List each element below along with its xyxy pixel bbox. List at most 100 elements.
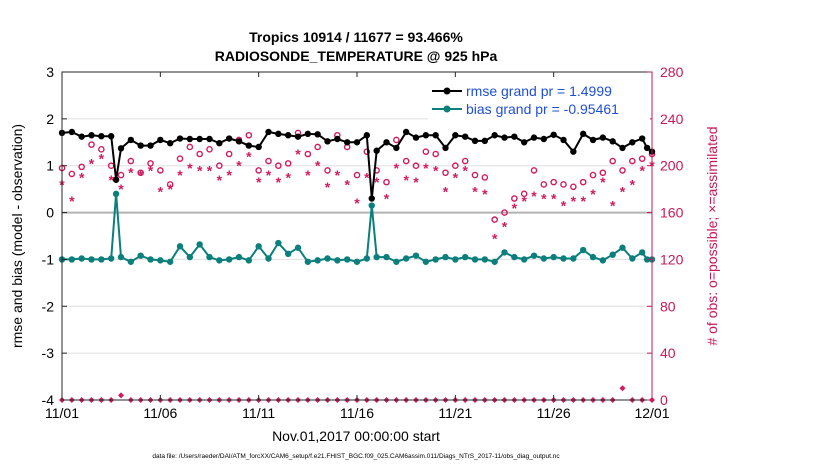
bias-point <box>117 253 125 261</box>
bias-point <box>255 243 262 250</box>
bias-point <box>147 256 154 263</box>
rmse-point <box>619 144 626 152</box>
x-tick-label: 11/06 <box>143 405 177 421</box>
bias-point <box>196 241 203 248</box>
bias-point <box>166 258 174 265</box>
rmse-line <box>61 130 653 199</box>
y2-tick-label: 280 <box>660 64 684 80</box>
obs-assimilated-point: * <box>492 230 498 246</box>
obs-possible-point <box>383 178 390 186</box>
legend-box <box>428 80 650 120</box>
rmse-point <box>284 132 292 139</box>
rmse-point <box>314 131 321 138</box>
obs-assimilated-point: * <box>433 162 439 178</box>
bias-point <box>68 256 76 263</box>
obs-assimilated-point: * <box>118 181 124 197</box>
obs-assimilated-point: * <box>600 174 606 190</box>
plot-area <box>62 72 652 400</box>
rmse-point <box>245 142 253 149</box>
obs-possible-point <box>579 178 587 186</box>
obs-possible-point <box>609 157 616 165</box>
bias-point <box>638 249 646 256</box>
obs-possible-point <box>599 169 607 177</box>
obs-possible-point <box>471 171 479 179</box>
obs-assimilated-point: * <box>384 191 390 207</box>
y2-tick-label: 160 <box>660 205 684 221</box>
bias-point <box>422 258 430 265</box>
obs-assimilated-point: * <box>453 169 459 185</box>
bias-point <box>98 256 105 263</box>
bias-point <box>88 256 95 263</box>
bias-point <box>373 253 380 261</box>
obs-assimilated-point: * <box>207 162 213 178</box>
legend: rmse grand pr = 1.4999 bias grand pr = -… <box>428 80 650 120</box>
obs-possible-point <box>461 157 469 165</box>
tick-layer: -4 -3 -2 -1 0 1 2 3 0 40 80 120 160 200 240 280 11/01 11/… <box>42 64 684 421</box>
rmse-point <box>255 143 262 151</box>
bias-point <box>334 257 341 264</box>
obs-possible-point <box>275 162 282 170</box>
bias-point <box>235 253 243 261</box>
obs-rejected-point <box>619 385 626 392</box>
obs-assimilated-point: * <box>551 191 557 207</box>
rmse-point <box>265 128 272 136</box>
obs-assimilated-point: * <box>217 172 223 188</box>
bias-point <box>112 190 120 198</box>
obs-assimilated-point: * <box>158 183 164 199</box>
rmse-point <box>530 134 538 141</box>
obs-possible-point <box>324 167 331 174</box>
bias-point <box>294 244 302 251</box>
obs-assimilated-point: * <box>246 148 252 164</box>
rmse-point <box>471 137 479 145</box>
bias-point <box>275 239 282 247</box>
bias-point <box>225 256 233 263</box>
obs-assimilated-point: * <box>138 167 144 183</box>
obs-assimilated-point: * <box>423 160 429 176</box>
rmse-point <box>609 138 616 145</box>
bias-point <box>511 253 518 261</box>
obs-possible-point <box>117 171 125 179</box>
y-tick-label: 1 <box>46 158 54 174</box>
rmse-point <box>550 131 557 138</box>
bias-point <box>176 243 184 250</box>
bias-point <box>314 257 321 264</box>
rmse-point <box>225 135 233 142</box>
bias-point <box>501 249 508 256</box>
obs-assimilated-point: * <box>521 193 527 209</box>
bias-point <box>363 255 371 262</box>
rmse-point <box>422 132 430 139</box>
data-file-footnote: data file: /Users/raeder/DAI/ATM_forcXX/… <box>152 453 560 460</box>
rmse-point <box>589 136 597 144</box>
obs-assimilated-point: * <box>364 169 370 185</box>
series-layer: **** **** * ** ** * * ** **** * * ********* **** ** **… <box>58 128 656 403</box>
bias-point <box>481 256 489 263</box>
obs-assimilated-point: * <box>590 186 596 202</box>
obs-assimilated-point: * <box>305 167 311 183</box>
obs-possible-point <box>176 155 184 162</box>
y-tick-label: 3 <box>46 64 54 80</box>
bias-point <box>432 256 439 263</box>
obs-assimilated-point: * <box>79 169 85 185</box>
bias-point <box>324 255 331 262</box>
rmse-point <box>147 142 154 149</box>
bias-point <box>216 257 223 264</box>
obs-possible-point <box>225 150 233 158</box>
rmse-point <box>570 148 577 155</box>
rmse-point <box>452 132 459 139</box>
chart-title: Tropics 10914 / 11677 = 93.466% <box>249 29 463 45</box>
obs-possible-point <box>589 171 597 179</box>
bias-point <box>245 257 253 264</box>
obs-possible-point <box>265 157 272 165</box>
legend-rmse-marker <box>443 87 451 95</box>
rmse-point <box>353 139 361 146</box>
obs-possible-point <box>186 143 194 151</box>
rmse-point <box>432 132 439 139</box>
x-tick-label: 11/26 <box>537 405 571 421</box>
obs-assimilated-point: * <box>630 176 636 192</box>
bias-point <box>560 255 567 262</box>
x-tick-label: 11/01 <box>45 405 79 421</box>
y-axis-label: rmse and bias (model - observation) <box>9 124 25 348</box>
bias-point <box>402 255 410 262</box>
y2-tick-label: 200 <box>660 158 684 174</box>
obs-possible-point <box>540 181 548 188</box>
